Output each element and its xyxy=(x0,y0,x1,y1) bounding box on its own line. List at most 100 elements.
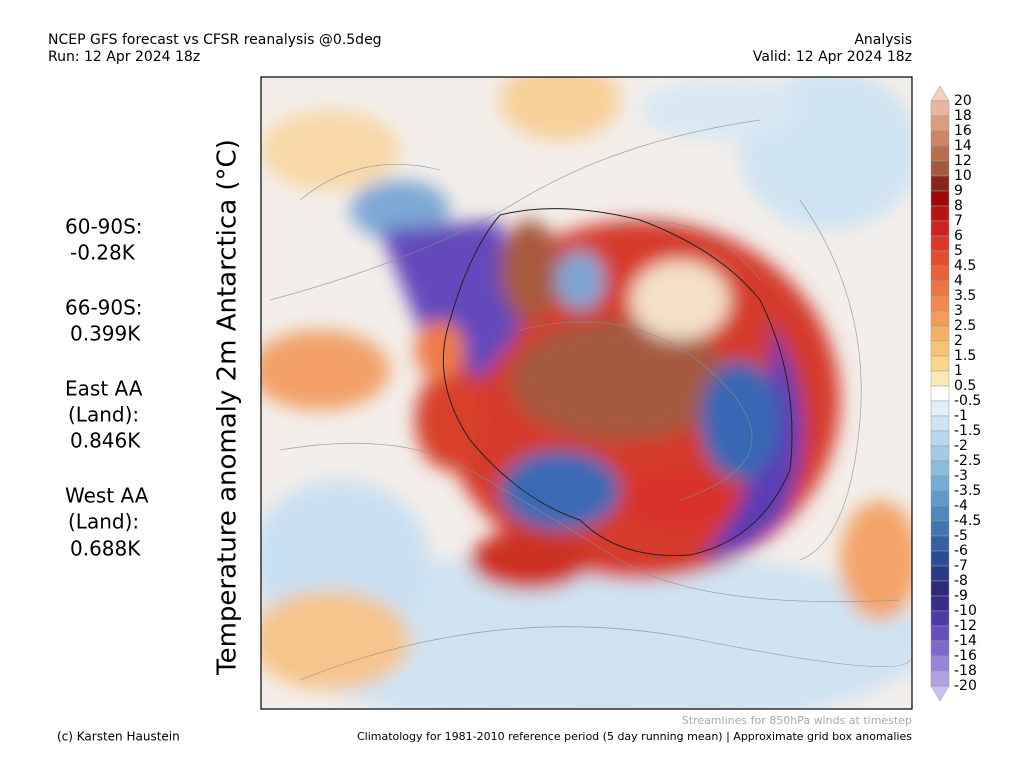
colorbar-box xyxy=(930,205,950,222)
colorbar-box xyxy=(930,400,950,417)
colorbar-label: -16 xyxy=(954,648,977,664)
colorbar-box xyxy=(930,160,950,177)
colorbar-box xyxy=(930,415,950,432)
colorbar-box xyxy=(930,550,950,567)
colorbar-label: -2 xyxy=(954,438,968,454)
header-valid: Valid: 12 Apr 2024 18z xyxy=(753,49,912,65)
colorbar-label: -5 xyxy=(954,528,968,544)
colorbar-label: -9 xyxy=(954,588,968,604)
colorbar-box xyxy=(930,430,950,447)
streamline-note: Streamlines for 850hPa winds at timestep xyxy=(682,714,912,727)
colorbar-box xyxy=(930,520,950,537)
stat-value: 0.399K xyxy=(70,322,141,346)
stat-label: West AA xyxy=(65,484,149,508)
colorbar-label: 14 xyxy=(954,138,972,154)
colorbar-box xyxy=(930,325,950,342)
colorbar-label: 3.5 xyxy=(954,288,976,304)
colorbar-label: -2.5 xyxy=(954,453,981,469)
colorbar-box xyxy=(930,385,950,402)
colorbar-box xyxy=(930,100,950,117)
colorbar-box xyxy=(930,535,950,552)
colorbar-box xyxy=(930,580,950,597)
map-frame xyxy=(260,76,913,710)
colorbar-box xyxy=(930,265,950,282)
colorbar-label: 3 xyxy=(954,303,963,319)
colorbar-box xyxy=(930,655,950,672)
colorbar-box xyxy=(930,340,950,357)
colorbar-box xyxy=(930,115,950,132)
colorbar-label: -14 xyxy=(954,633,977,649)
colorbar-box xyxy=(930,190,950,207)
colorbar-label: 6 xyxy=(954,228,963,244)
colorbar-box xyxy=(930,475,950,492)
colorbar-label: 2 xyxy=(954,333,963,349)
credit: (c) Karsten Haustein xyxy=(57,730,180,744)
colorbar-label: -0.5 xyxy=(954,393,981,409)
colorbar-label: 9 xyxy=(954,183,963,199)
colorbar-box xyxy=(930,640,950,657)
colorbar-label: 20 xyxy=(954,93,972,109)
stat-label: East AA xyxy=(65,377,143,401)
stat-value: 0.846K xyxy=(70,429,141,453)
colorbar-label: -10 xyxy=(954,603,977,619)
colorbar-label: -7 xyxy=(954,558,968,574)
colorbar-box xyxy=(930,610,950,627)
stat-value: 0.688K xyxy=(70,537,141,561)
stat-value: -0.28K xyxy=(70,241,136,265)
colorbar-box xyxy=(930,670,950,687)
colorbar-box xyxy=(930,295,950,312)
colorbar-box xyxy=(930,220,950,237)
colorbar-label: -20 xyxy=(954,678,977,694)
colorbar-label: 10 xyxy=(954,168,972,184)
colorbar-box xyxy=(930,370,950,387)
colorbar-label: 4.5 xyxy=(954,258,976,274)
colorbar-box xyxy=(930,490,950,507)
colorbar-label: -8 xyxy=(954,573,968,589)
colorbar-label: 4 xyxy=(954,273,963,289)
header-title: NCEP GFS forecast vs CFSR reanalysis @0.… xyxy=(48,32,382,48)
header-run: Run: 12 Apr 2024 18z xyxy=(48,49,200,65)
colorbar-end xyxy=(930,85,950,102)
stat-label: (Land): xyxy=(68,403,139,427)
colorbar-box xyxy=(930,595,950,612)
colorbar-label: -18 xyxy=(954,663,977,679)
colorbar-label: 7 xyxy=(954,213,963,229)
colorbar-label: 16 xyxy=(954,123,972,139)
climatology-note: Climatology for 1981-2010 reference peri… xyxy=(357,730,912,743)
colorbar-label: 8 xyxy=(954,198,963,214)
colorbar-label: 18 xyxy=(954,108,972,124)
colorbar-label: -3.5 xyxy=(954,483,981,499)
colorbar-label: 1.5 xyxy=(954,348,976,364)
colorbar-label: -4 xyxy=(954,498,968,514)
colorbar-label: 2.5 xyxy=(954,318,976,334)
colorbar-label: -12 xyxy=(954,618,977,634)
map-title: Temperature anomaly 2m Antarctica (°C) xyxy=(213,139,243,676)
stat-label: 60-90S: xyxy=(65,215,143,239)
colorbar-label: -4.5 xyxy=(954,513,981,529)
colorbar-label: 0.5 xyxy=(954,378,976,394)
colorbar: 201816141210987654.543.532.521.510.5-0.5… xyxy=(930,85,981,702)
colorbar-box xyxy=(930,625,950,642)
colorbar-label: 12 xyxy=(954,153,972,169)
map xyxy=(261,77,912,709)
colorbar-box xyxy=(930,310,950,327)
colorbar-box xyxy=(930,280,950,297)
colorbar-box xyxy=(930,250,950,267)
colorbar-box xyxy=(930,505,950,522)
stat-label: 66-90S: xyxy=(65,296,143,320)
colorbar-box xyxy=(930,460,950,477)
colorbar-box xyxy=(930,145,950,162)
colorbar-label: -1.5 xyxy=(954,423,981,439)
colorbar-box xyxy=(930,355,950,372)
colorbar-box xyxy=(930,445,950,462)
colorbar-box xyxy=(930,235,950,252)
colorbar-box xyxy=(930,175,950,192)
colorbar-label: -6 xyxy=(954,543,968,559)
colorbar-label: 5 xyxy=(954,243,963,259)
colorbar-box xyxy=(930,565,950,582)
colorbar-box xyxy=(930,130,950,147)
colorbar-label: 1 xyxy=(954,363,963,379)
colorbar-label: -3 xyxy=(954,468,968,484)
colorbar-label: -1 xyxy=(954,408,968,424)
